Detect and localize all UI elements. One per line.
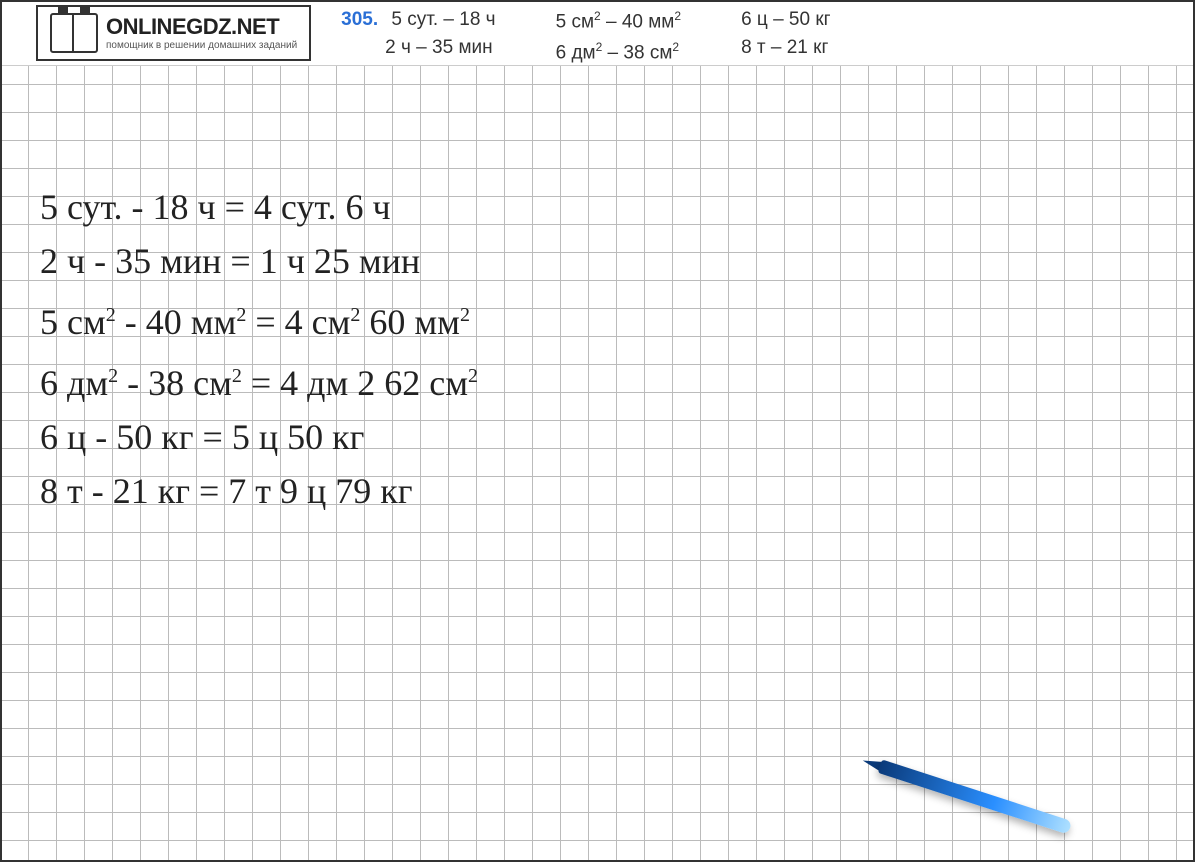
solution-line: 6 ц - 50 кг = 5 ц 50 кг bbox=[40, 410, 478, 464]
film-icon-divider bbox=[52, 15, 74, 51]
problem-text: 6 дм bbox=[556, 42, 596, 63]
problem-statement: 305. 5 сут. – 18 ч 2 ч – 35 мин 5 см2 – … bbox=[341, 1, 830, 64]
logo-title: ONLINEGDZ.NET bbox=[106, 14, 297, 40]
solution-text: 5 см bbox=[40, 302, 106, 342]
problem-row: 305. 5 сут. – 18 ч bbox=[341, 9, 495, 31]
problem-text: – 40 мм bbox=[601, 12, 675, 33]
solution-line: 5 см2 - 40 мм2 = 4 см2 60 мм2 bbox=[40, 288, 478, 349]
solution-text: - 38 см bbox=[118, 363, 232, 403]
solution-text: = 4 дм 2 62 см bbox=[242, 363, 468, 403]
problem-row: 6 дм2 – 38 см2 bbox=[556, 40, 681, 64]
superscript: 2 bbox=[460, 304, 470, 326]
superscript: 2 bbox=[236, 304, 246, 326]
solution-text: - 40 мм bbox=[116, 302, 237, 342]
film-icon bbox=[50, 13, 98, 53]
logo-subtitle: помощник в решении домашних заданий bbox=[106, 40, 297, 51]
superscript: 2 bbox=[350, 304, 360, 326]
problem-text: 5 сут. – 18 ч bbox=[391, 9, 495, 30]
problem-col-2: 5 см2 – 40 мм2 6 дм2 – 38 см2 bbox=[556, 9, 681, 64]
superscript: 2 bbox=[232, 365, 242, 387]
superscript: 2 bbox=[672, 40, 679, 54]
problem-text: – 38 см bbox=[602, 42, 672, 63]
problem-text: 2 ч – 35 мин bbox=[385, 37, 492, 58]
solution-line: 2 ч - 35 мин = 1 ч 25 мин bbox=[40, 234, 478, 288]
problem-row: 8 т – 21 кг bbox=[741, 37, 831, 59]
solution-text: = 4 см bbox=[246, 302, 350, 342]
superscript: 2 bbox=[594, 9, 601, 23]
solution-line: 6 дм2 - 38 см2 = 4 дм 2 62 см2 bbox=[40, 349, 478, 410]
problem-col-1: 305. 5 сут. – 18 ч 2 ч – 35 мин bbox=[341, 9, 495, 59]
problem-number: 305. bbox=[341, 9, 378, 30]
solution-line: 8 т - 21 кг = 7 т 9 ц 79 кг bbox=[40, 464, 478, 518]
solution-text: 60 мм bbox=[360, 302, 460, 342]
solution-line: 5 сут. - 18 ч = 4 сут. 6 ч bbox=[40, 180, 478, 234]
problem-row: 2 ч – 35 мин bbox=[341, 37, 495, 59]
handwritten-solution: 5 сут. - 18 ч = 4 сут. 6 ч 2 ч - 35 мин … bbox=[40, 180, 478, 518]
header: ONLINEGDZ.NET помощник в решении домашни… bbox=[0, 0, 1195, 66]
problem-row: 6 ц – 50 кг bbox=[741, 9, 831, 31]
solution-text: 6 дм bbox=[40, 363, 108, 403]
superscript: 2 bbox=[674, 9, 681, 23]
superscript: 2 bbox=[108, 365, 118, 387]
problem-text: 5 см bbox=[556, 12, 594, 33]
problem-col-3: 6 ц – 50 кг 8 т – 21 кг bbox=[741, 9, 831, 59]
problem-row: 5 см2 – 40 мм2 bbox=[556, 9, 681, 33]
site-logo: ONLINEGDZ.NET помощник в решении домашни… bbox=[36, 5, 311, 61]
superscript: 2 bbox=[468, 365, 478, 387]
superscript: 2 bbox=[106, 304, 116, 326]
logo-text-block: ONLINEGDZ.NET помощник в решении домашни… bbox=[106, 14, 297, 51]
